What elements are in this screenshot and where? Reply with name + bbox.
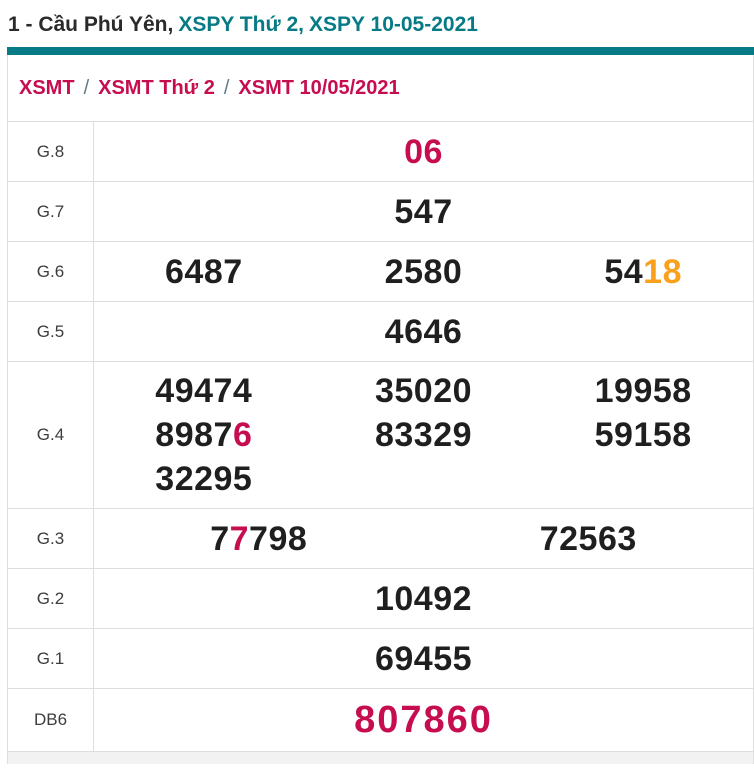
row-values: 69455 bbox=[94, 629, 753, 688]
table-row: G.7 547 bbox=[8, 182, 753, 242]
prize-value: 32295 bbox=[155, 458, 252, 500]
value-segment: 06 bbox=[404, 132, 443, 171]
value-segment: 72563 bbox=[539, 519, 637, 558]
value-segment: 7 bbox=[229, 519, 250, 558]
prize-label: G.5 bbox=[8, 302, 94, 361]
table-row: G.3 77798 72563 bbox=[8, 509, 753, 569]
row-values: 807860 bbox=[94, 689, 753, 751]
prize-value: 19958 bbox=[595, 370, 692, 412]
prize-label: DB6 bbox=[8, 689, 94, 751]
breadcrumb-separator: / bbox=[223, 77, 230, 99]
title-link-weekday[interactable]: XSPY Thứ 2, bbox=[178, 13, 305, 36]
value-segment: 798 bbox=[249, 519, 308, 558]
table-row: DB6 807860 bbox=[8, 689, 753, 752]
value-segment: 807860 bbox=[354, 699, 493, 741]
breadcrumb: XSMT / XSMT Thứ 2 / XSMT 10/05/2021 bbox=[8, 55, 753, 122]
value-segment: 6 bbox=[232, 416, 253, 454]
value-segment: 8987 bbox=[155, 416, 233, 454]
prize-value: 06 bbox=[404, 131, 443, 173]
value-segment: 547 bbox=[394, 192, 453, 231]
value-segment: 18 bbox=[643, 252, 682, 291]
prize-value: 2580 bbox=[385, 251, 463, 293]
value-segment: 83329 bbox=[374, 416, 473, 454]
value-segment: 4646 bbox=[384, 312, 463, 351]
table-row: G.2 10492 bbox=[8, 569, 753, 629]
row-values: 10492 bbox=[94, 569, 753, 628]
value-segment: 32295 bbox=[155, 460, 253, 498]
prize-value: 77798 bbox=[210, 518, 307, 560]
value-segment: 6487 bbox=[165, 252, 243, 291]
prize-label: G.7 bbox=[8, 182, 94, 241]
prize-value: 69455 bbox=[375, 638, 472, 680]
value-segment: 10492 bbox=[374, 579, 473, 618]
table-row: G.1 69455 bbox=[8, 629, 753, 689]
results-table: G.8 06 G.7 547 G.6 6487 2580 5418 G.5 4646 G.4 4947… bbox=[8, 122, 753, 752]
row-values: 6487 2580 5418 bbox=[94, 242, 753, 301]
prize-value: 6487 bbox=[165, 251, 243, 293]
value-segment: 19958 bbox=[594, 372, 692, 410]
results-panel: XSMT / XSMT Thứ 2 / XSMT 10/05/2021 G.8 06 G.7… bbox=[7, 55, 754, 764]
breadcrumb-item[interactable]: XSMT 10/05/2021 bbox=[238, 77, 400, 99]
page-title: 1 - Cầu Phú Yên, XSPY Thứ 2, XSPY 10-05-20… bbox=[0, 0, 754, 47]
value-segment: 69455 bbox=[374, 639, 473, 678]
table-row: G.5 4646 bbox=[8, 302, 753, 362]
value-segment: 49474 bbox=[155, 372, 253, 410]
table-row: G.8 06 bbox=[8, 122, 753, 182]
row-values: 49474 35020 19958 89876 83329 59158 32295 bbox=[94, 362, 753, 508]
row-values: 77798 72563 bbox=[94, 509, 753, 568]
value-segment: 7 bbox=[210, 519, 230, 558]
prize-value: 89876 bbox=[155, 414, 252, 456]
value-segment: 59158 bbox=[594, 416, 692, 454]
accent-bar bbox=[7, 47, 754, 55]
table-row: G.4 49474 35020 19958 89876 83329 59158 32295 bbox=[8, 362, 753, 509]
breadcrumb-item[interactable]: XSMT bbox=[19, 77, 75, 99]
prize-value: 5418 bbox=[604, 251, 682, 293]
row-values: 4646 bbox=[94, 302, 753, 361]
prize-value: 72563 bbox=[540, 518, 637, 560]
prize-value: 59158 bbox=[595, 414, 692, 456]
prize-value: 83329 bbox=[375, 414, 472, 456]
value-segment: 54 bbox=[604, 252, 644, 291]
prize-label: G.6 bbox=[8, 242, 94, 301]
table-row: G.6 6487 2580 5418 bbox=[8, 242, 753, 302]
breadcrumb-separator: / bbox=[83, 77, 90, 99]
prize-value: 35020 bbox=[375, 370, 472, 412]
prize-value: 547 bbox=[394, 191, 452, 233]
prize-value: 49474 bbox=[155, 370, 252, 412]
title-link-date[interactable]: XSPY 10-05-2021 bbox=[309, 13, 478, 36]
value-segment: 2580 bbox=[384, 252, 463, 291]
prize-value: 807860 bbox=[354, 697, 493, 743]
prize-label: G.8 bbox=[8, 122, 94, 181]
prize-value: 10492 bbox=[375, 578, 472, 620]
prize-label: G.4 bbox=[8, 362, 94, 508]
prize-label: G.2 bbox=[8, 569, 94, 628]
prize-value: 4646 bbox=[385, 311, 463, 353]
row-values: 06 bbox=[94, 122, 753, 181]
breadcrumb-item[interactable]: XSMT Thứ 2 bbox=[98, 77, 215, 99]
prize-label: G.1 bbox=[8, 629, 94, 688]
prize-label: G.3 bbox=[8, 509, 94, 568]
value-segment: 35020 bbox=[374, 372, 473, 410]
page-title-prefix: 1 - Cầu Phú Yên, bbox=[8, 13, 174, 36]
bottom-strip bbox=[8, 752, 753, 764]
row-values: 547 bbox=[94, 182, 753, 241]
